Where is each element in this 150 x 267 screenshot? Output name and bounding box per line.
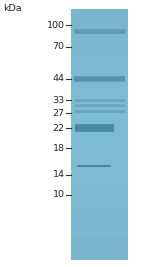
Text: 70: 70: [52, 42, 64, 51]
Text: 10: 10: [52, 190, 64, 199]
Text: 22: 22: [52, 124, 64, 133]
Text: 100: 100: [46, 21, 64, 30]
Text: 33: 33: [52, 96, 64, 105]
Text: 14: 14: [52, 170, 64, 179]
Text: 18: 18: [52, 144, 64, 153]
Text: kDa: kDa: [3, 3, 22, 13]
Text: 27: 27: [52, 109, 64, 118]
Text: 44: 44: [52, 74, 64, 83]
